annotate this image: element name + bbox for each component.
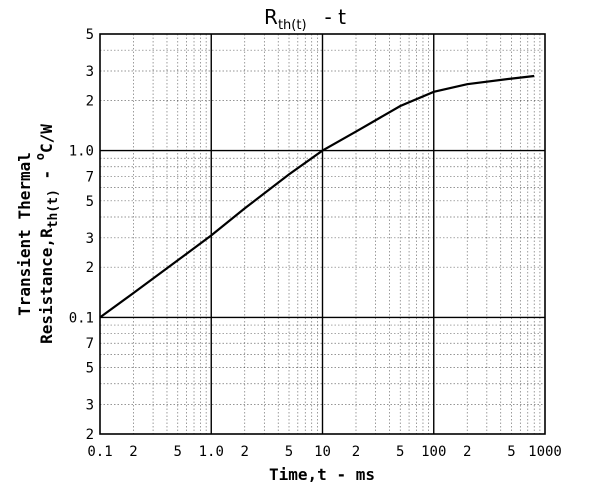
- y-tick-label: 2: [86, 427, 94, 443]
- x-tick-label: 100: [421, 444, 446, 460]
- y-tick-label: 5: [86, 194, 94, 210]
- y-tick-label: 5: [86, 361, 94, 377]
- y-tick-label: 3: [86, 64, 94, 80]
- y-tick-label: 7: [86, 336, 94, 352]
- series-line: [99, 74, 535, 319]
- x-tick-label: 0.1: [87, 444, 112, 460]
- x-tick-label: 2: [463, 444, 471, 460]
- x-tick-label: 1.0: [199, 444, 224, 460]
- svg-text:Resistance,Rth(t) - oC/W: Resistance,Rth(t) - oC/W: [33, 124, 61, 344]
- y-tick-label: 2: [86, 93, 94, 109]
- x-tick-label: 5: [507, 444, 515, 460]
- x-tick-label: 2: [241, 444, 249, 460]
- plot-frame: [99, 33, 546, 435]
- y-axis-label: Transient Thermal Resistance,Rth(t) - oC…: [15, 124, 61, 344]
- y-tick-label: 2: [86, 260, 94, 276]
- x-tick-label: 2: [352, 444, 360, 460]
- x-tick-label: 5: [285, 444, 293, 460]
- x-tick-label: 1000: [528, 444, 562, 460]
- x-tick-label: 10: [314, 444, 331, 460]
- y-tick-label: 7: [86, 169, 94, 185]
- y-tick-label: 3: [86, 231, 94, 247]
- y-tick-label: 5: [86, 27, 94, 43]
- y-tick-label: 1.0: [69, 144, 94, 160]
- svg-text:Transient Thermal: Transient Thermal: [15, 152, 34, 316]
- y-tick-label: 0.1: [69, 310, 94, 326]
- x-tick-label: 5: [174, 444, 182, 460]
- y-tick-label: 3: [86, 398, 94, 414]
- chart-title: Rth(t) - t: [264, 5, 346, 33]
- x-axis-label: Time,t - ms: [269, 465, 375, 484]
- grid: [100, 34, 545, 434]
- x-tick-label: 2: [129, 444, 137, 460]
- x-tick-label: 5: [396, 444, 404, 460]
